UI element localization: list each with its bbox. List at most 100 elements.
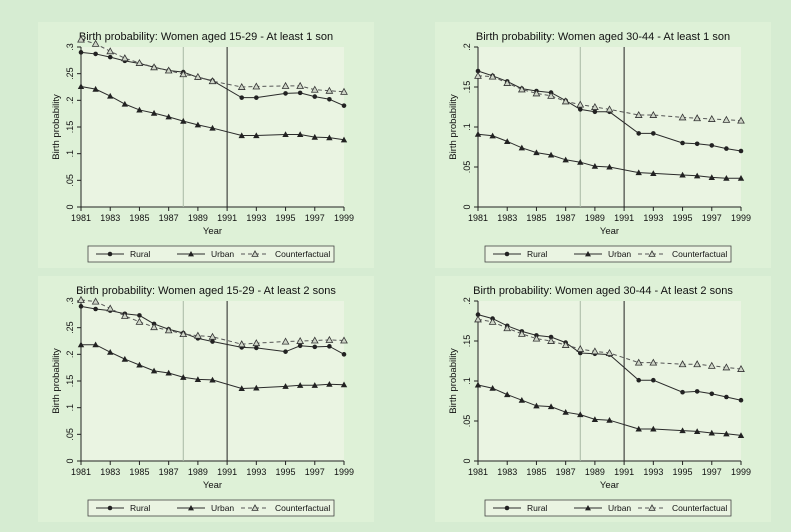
legend-label-counterfactual: Counterfactual (275, 249, 330, 259)
data-point (296, 382, 304, 388)
data-point (180, 374, 187, 380)
data-point (77, 295, 85, 303)
data-point (150, 323, 158, 331)
data-point (311, 382, 318, 388)
y-tick-label: .15 (462, 81, 472, 94)
data-point (310, 336, 319, 344)
data-point (680, 140, 685, 146)
data-point (707, 114, 716, 122)
data-point (327, 96, 332, 102)
chart-title: Birth probability: Women aged 30-44 - At… (476, 31, 730, 43)
x-tick-label: 1991 (614, 467, 634, 477)
data-point (591, 102, 599, 110)
chart-title: Birth probability: Women aged 30-44 - At… (473, 285, 733, 297)
data-point (107, 349, 114, 355)
x-tick-label: 1985 (129, 467, 149, 477)
series-counterfactual (474, 71, 745, 124)
data-point (474, 131, 482, 137)
data-point (547, 91, 555, 99)
data-point (208, 77, 217, 85)
series-urban (77, 341, 348, 392)
data-point (636, 131, 642, 136)
data-point (722, 115, 731, 123)
data-point (650, 170, 657, 176)
data-point (474, 71, 482, 79)
series-counterfactual (474, 315, 745, 372)
y-axis-label: Birth probability (51, 348, 62, 414)
x-tick-label: 1997 (702, 467, 722, 477)
legend-marker-rural (107, 505, 113, 511)
data-point (504, 391, 511, 398)
data-point (238, 132, 245, 139)
legend: Rural Urban Counterfactual (87, 499, 335, 517)
legend-label-counterfactual: Counterfactual (672, 503, 727, 513)
x-tick-label: 1999 (334, 213, 354, 223)
data-point (722, 363, 731, 371)
data-point (724, 146, 729, 151)
data-point (106, 304, 115, 312)
data-point (164, 66, 173, 74)
data-point (708, 429, 715, 436)
y-tick-label: 0 (462, 458, 472, 463)
data-point (708, 174, 715, 180)
legend-label-urban: Urban (211, 503, 234, 513)
data-point (532, 89, 541, 97)
data-point (136, 361, 143, 368)
data-point (107, 54, 113, 60)
data-point (504, 138, 511, 144)
data-point (283, 91, 288, 96)
x-tick-label: 1991 (614, 213, 634, 223)
legend-marker-urban (585, 505, 591, 511)
x-tick-label: 1987 (556, 213, 576, 223)
x-tick-label: 1999 (731, 213, 751, 223)
data-point (489, 385, 496, 391)
data-point (341, 352, 347, 357)
data-point (136, 106, 143, 113)
x-tick-label: 1997 (702, 213, 722, 223)
data-point (281, 81, 290, 89)
data-point (194, 72, 202, 80)
data-point (636, 377, 642, 383)
data-point (310, 85, 319, 93)
chart-panel-1: Birth probability: Women aged 15-29 - At… (38, 22, 374, 268)
data-point (649, 358, 658, 366)
chart-panel-4: Birth probability: Women aged 30-44 - At… (435, 276, 771, 522)
x-tick-label: 1997 (305, 467, 325, 477)
data-point (150, 63, 158, 71)
x-tick-label: 1989 (585, 467, 605, 477)
data-point (179, 70, 188, 78)
data-point (340, 336, 348, 344)
legend-marker-urban (188, 251, 194, 257)
data-point (694, 389, 700, 394)
data-point (678, 360, 687, 368)
y-tick-label: .25 (65, 321, 75, 334)
data-point (517, 329, 526, 337)
y-tick-label: 0 (462, 204, 472, 209)
data-point (253, 132, 260, 139)
legend-label-rural: Rural (130, 503, 150, 513)
data-point (282, 131, 289, 138)
data-point (209, 124, 216, 131)
data-point (312, 94, 318, 99)
x-tick-label: 1985 (129, 213, 149, 223)
x-tick-label: 1983 (100, 467, 120, 477)
data-point (208, 332, 217, 340)
y-tick-label: .2 (462, 297, 472, 305)
y-tick-label: .05 (462, 415, 472, 428)
data-point (150, 109, 158, 116)
data-point (678, 113, 687, 121)
x-tick-label: 1989 (188, 467, 208, 477)
data-point (532, 334, 541, 342)
data-point (78, 50, 84, 55)
x-tick-label: 1983 (497, 467, 517, 477)
data-point (517, 85, 526, 93)
x-tick-label: 1983 (497, 213, 517, 223)
y-tick-label: .15 (65, 375, 75, 388)
data-point (651, 377, 656, 383)
data-point (194, 376, 202, 382)
data-point (77, 83, 85, 90)
legend-label-counterfactual: Counterfactual (672, 249, 727, 259)
legend-label-rural: Rural (527, 503, 547, 513)
data-point (605, 105, 614, 113)
